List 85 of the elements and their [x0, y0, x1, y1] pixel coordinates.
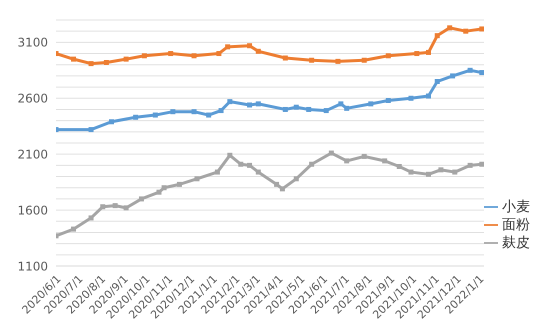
point: [88, 127, 94, 132]
point: [206, 112, 212, 118]
point: [362, 58, 367, 63]
point: [194, 176, 200, 182]
point: [124, 205, 129, 210]
point: [133, 114, 138, 120]
point: [112, 203, 118, 208]
point: [479, 26, 484, 32]
point: [408, 96, 414, 101]
point: [162, 185, 167, 190]
point: [256, 170, 261, 175]
legend-label: 麸皮: [502, 235, 530, 251]
point: [88, 61, 94, 66]
point: [463, 28, 468, 34]
point: [282, 106, 288, 112]
point: [468, 162, 473, 168]
point: [168, 51, 174, 56]
point: [408, 170, 414, 175]
point: [309, 58, 314, 63]
point: [214, 170, 220, 175]
y-tick-label: 1100: [17, 259, 48, 274]
point: [225, 44, 230, 50]
point: [452, 170, 458, 175]
point: [71, 56, 76, 62]
point: [247, 43, 252, 48]
point: [227, 152, 232, 158]
point: [479, 162, 484, 167]
point: [344, 106, 350, 111]
point: [227, 99, 232, 104]
legend-label: 小麦: [502, 199, 530, 215]
point: [426, 50, 431, 55]
point: [386, 98, 391, 104]
point: [176, 182, 182, 187]
point: [216, 51, 222, 56]
point: [434, 79, 440, 84]
point: [274, 182, 280, 187]
point: [324, 108, 329, 114]
point: [238, 162, 244, 167]
point: [479, 70, 484, 76]
point: [192, 109, 197, 114]
point: [88, 215, 94, 220]
y-tick-label: 2600: [17, 92, 48, 106]
point: [438, 167, 444, 172]
y-tick-label: 2100: [17, 147, 48, 162]
point: [382, 158, 388, 164]
point: [362, 154, 367, 159]
point: [280, 186, 285, 192]
point: [294, 104, 299, 110]
point: [100, 204, 106, 210]
point: [426, 94, 431, 99]
point: [414, 51, 420, 56]
point: [294, 176, 299, 182]
point: [170, 109, 176, 114]
point: [152, 112, 158, 118]
point: [306, 106, 312, 112]
point: [282, 56, 288, 61]
y-tick-label: 3100: [17, 36, 48, 50]
point: [368, 101, 374, 106]
point: [256, 48, 261, 54]
legend-label: 面粉: [502, 217, 530, 233]
point: [218, 108, 224, 114]
point: [309, 162, 314, 167]
point: [335, 58, 340, 64]
point: [256, 101, 261, 106]
point: [338, 101, 344, 106]
y-tick-label: 1600: [17, 203, 48, 218]
point: [104, 60, 109, 65]
point: [109, 119, 114, 124]
point: [328, 150, 334, 156]
point: [71, 226, 76, 232]
point: [434, 33, 440, 38]
point: [247, 162, 252, 168]
point: [450, 73, 456, 78]
point: [344, 158, 350, 164]
point: [192, 53, 197, 58]
point: [447, 25, 452, 30]
point: [396, 164, 402, 169]
point: [124, 56, 129, 62]
point: [386, 53, 391, 58]
point: [247, 102, 252, 108]
point: [468, 68, 473, 73]
point: [426, 172, 431, 177]
point: [156, 190, 162, 195]
point: [138, 196, 144, 202]
point: [142, 53, 147, 58]
